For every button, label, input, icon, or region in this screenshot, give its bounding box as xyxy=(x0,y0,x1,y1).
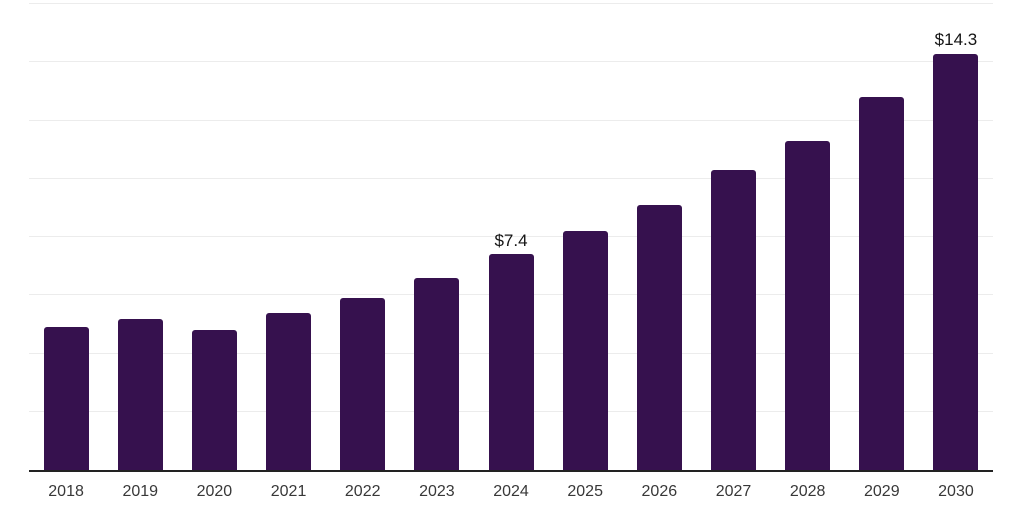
bar-group-2021 xyxy=(251,4,325,470)
gridline-y-16 xyxy=(29,3,993,4)
x-tick-label-2030: 2030 xyxy=(938,483,974,500)
bar-group-2029 xyxy=(845,4,919,470)
x-tick-label-2021: 2021 xyxy=(270,483,307,500)
bar-value-label-2024: $7.4 xyxy=(494,230,528,250)
bar-value-label-2030: $14.3 xyxy=(934,29,978,49)
x-axis-tick-labels: 2018 2019 2020 2021 2022 2023 2024 2025 2026 2027… xyxy=(29,482,993,501)
bar-2025 xyxy=(562,231,608,470)
bar-group-2028 xyxy=(771,4,845,470)
x-tick-label-2027: 2027 xyxy=(715,483,752,500)
bar-group-2026 xyxy=(622,4,696,470)
bar-group-2020 xyxy=(177,4,251,470)
bar-2029 xyxy=(859,97,905,470)
bar-2022 xyxy=(340,298,386,470)
bar-group-2019 xyxy=(103,4,177,470)
bar-2018 xyxy=(43,327,89,470)
plot-area: $7.4 $14.3 xyxy=(29,3,993,472)
bar-2030 xyxy=(933,53,979,470)
bar-2019 xyxy=(117,318,163,470)
gridline-y-10 xyxy=(29,177,993,179)
gridline-y-12 xyxy=(29,119,993,121)
x-axis-line xyxy=(29,470,993,472)
bar-2023 xyxy=(414,277,460,470)
bar-2026 xyxy=(636,204,682,470)
bar-2027 xyxy=(710,170,756,470)
bar-2028 xyxy=(785,140,831,470)
bar-group-2030: $14.3 xyxy=(919,4,993,470)
bar-group-2018 xyxy=(29,4,103,470)
bar-2024 xyxy=(488,254,534,470)
bar-group-2024: $7.4 xyxy=(474,4,548,470)
bar-series: $7.4 $14.3 xyxy=(29,4,993,470)
x-tick-label-2024: 2024 xyxy=(493,483,529,500)
bar-group-2023 xyxy=(400,4,474,470)
x-tick-label-2019: 2019 xyxy=(122,483,159,500)
x-tick-label-2023: 2023 xyxy=(419,483,455,500)
bar-group-2025 xyxy=(548,4,622,470)
bar-group-2022 xyxy=(326,4,400,470)
bar-2020 xyxy=(191,330,237,470)
x-tick-label-2020: 2020 xyxy=(196,483,233,500)
x-tick-label-2022: 2022 xyxy=(344,483,381,500)
bar-2021 xyxy=(266,312,312,470)
x-tick-label-2026: 2026 xyxy=(641,483,678,500)
x-tick-label-2028: 2028 xyxy=(789,483,826,500)
x-tick-label-2018: 2018 xyxy=(48,483,84,500)
bar-group-2027 xyxy=(696,4,770,470)
gridline-y-8 xyxy=(29,236,993,237)
x-tick-label-2025: 2025 xyxy=(567,483,603,500)
x-tick-label-2029: 2029 xyxy=(864,483,900,500)
gridline-y-14 xyxy=(29,61,993,63)
